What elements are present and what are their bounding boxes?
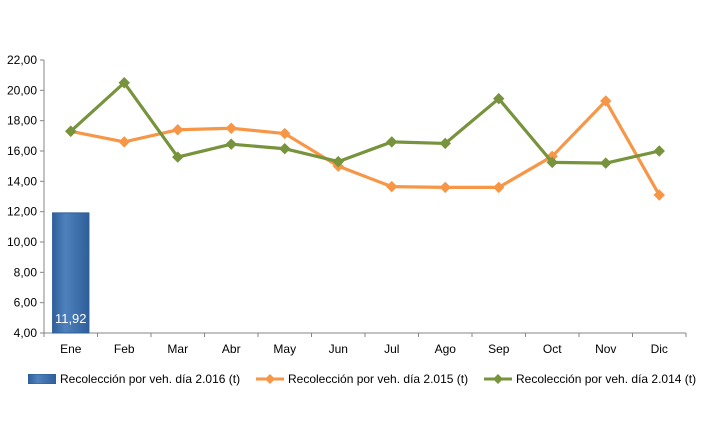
point-marker: [386, 136, 398, 148]
legend-item-2014: Recolección por veh. día 2.014 (t): [484, 372, 696, 386]
point-marker: [118, 136, 130, 148]
y-tick-label: 20,00: [7, 83, 37, 97]
point-marker: [386, 180, 398, 193]
y-tick-label: 12,00: [7, 205, 37, 219]
legend-label-2014: Recolección por veh. día 2.014 (t): [516, 372, 697, 386]
legend: Recolección por veh. día 2.016 (t) Recol…: [0, 372, 717, 412]
y-tick-label: 22,00: [7, 53, 37, 67]
legend-item-2015: Recolección por veh. día 2.015 (t): [256, 372, 468, 386]
legend-swatch-line-2015: [256, 374, 284, 384]
legend-swatch-line-2014: [484, 374, 512, 384]
point-marker: [332, 155, 344, 168]
point-marker: [493, 181, 505, 194]
point-marker: [546, 156, 558, 169]
line-2015-path: [70, 99, 661, 196]
legend-label-2015: Recolección por veh. día 2.015 (t): [288, 372, 469, 386]
x-tick-label: Sep: [488, 342, 510, 356]
x-tick-label: Oct: [543, 342, 562, 356]
line-2014: [65, 77, 665, 169]
x-tick-label: Feb: [114, 342, 135, 356]
point-marker: [600, 95, 612, 107]
x-tick-label: Ene: [60, 342, 82, 356]
x-tick-label: Ago: [435, 342, 457, 356]
chart-canvas: 4,00 6,00 8,00 10,00 12,00 14,00 16,00 18,00 20,…: [7, 53, 687, 356]
point-marker: [653, 189, 665, 201]
point-marker: [439, 137, 451, 150]
bar: [52, 212, 90, 334]
y-tick-label: 6,00: [14, 296, 38, 310]
line-2014-path: [69, 81, 660, 165]
x-tick-label: Dic: [651, 342, 668, 356]
x-tick-label: Jul: [384, 342, 399, 356]
legend-swatch-bar: [28, 374, 56, 384]
x-tick-label: Abr: [222, 342, 241, 356]
bar-data-label: 11,92: [55, 311, 87, 326]
y-axis: 4,00 6,00 8,00 10,00 12,00 14,00 16,00 18,00 20,…: [7, 53, 45, 340]
point-marker: [493, 92, 505, 105]
line-series: [65, 77, 665, 201]
point-marker: [439, 181, 451, 194]
y-tick-label: 10,00: [7, 235, 37, 249]
point-marker: [225, 138, 237, 150]
x-axis: Ene Feb Mar Abr May Jun Jul Ago Sep Oct Nov Dic: [43, 332, 687, 356]
x-tick-label: May: [273, 342, 296, 356]
y-tick-label: 8,00: [14, 265, 38, 279]
point-marker: [172, 124, 184, 136]
point-marker: [600, 157, 612, 169]
point-marker: [225, 122, 237, 134]
line-2015: [65, 95, 665, 201]
x-tick-label: Mar: [167, 342, 188, 356]
x-tick-label: Jun: [329, 342, 348, 356]
point-marker: [118, 77, 130, 89]
legend-item-2016: Recolección por veh. día 2.016 (t): [28, 372, 240, 386]
y-tick-label: 4,00: [14, 326, 38, 340]
y-tick-label: 16,00: [7, 144, 37, 158]
y-tick-label: 18,00: [7, 114, 37, 128]
point-marker: [653, 145, 665, 157]
point-marker: [279, 143, 291, 155]
point-marker: [279, 127, 291, 140]
x-tick-label: Nov: [595, 342, 616, 356]
bar-series-2016: 11,92: [52, 212, 90, 334]
y-tick-label: 14,00: [7, 174, 37, 188]
point-marker: [65, 125, 77, 137]
point-marker: [172, 151, 184, 163]
legend-label-2016: Recolección por veh. día 2.016 (t): [60, 372, 241, 386]
